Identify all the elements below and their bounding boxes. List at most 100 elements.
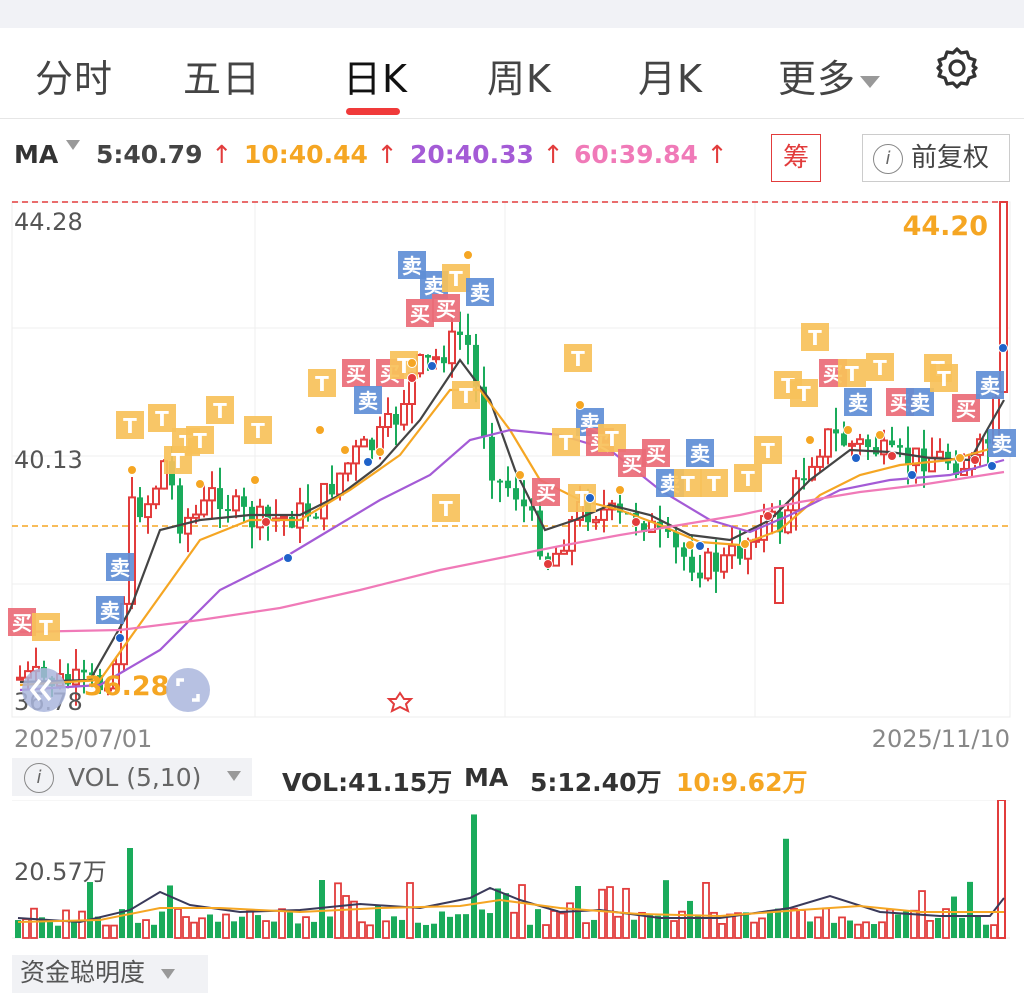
t-tag: T bbox=[564, 344, 592, 372]
volume-bar bbox=[207, 914, 213, 938]
volume-bar bbox=[871, 924, 877, 938]
candle-body bbox=[232, 495, 240, 512]
volume-bar bbox=[391, 916, 397, 938]
signal-dot bbox=[907, 470, 917, 480]
volume-selector-label[interactable]: VOL (5,10) bbox=[68, 763, 202, 792]
t-tag: T bbox=[244, 416, 272, 444]
volume-ma-lines-group bbox=[17, 886, 1005, 924]
ma5-line bbox=[19, 358, 1005, 684]
candle-body bbox=[241, 496, 247, 507]
chip-distribution-button[interactable]: 筹 bbox=[771, 134, 821, 182]
svg-text:T: T bbox=[213, 399, 227, 423]
tab-month-k[interactable]: 月K bbox=[638, 57, 703, 101]
star-icon[interactable] bbox=[386, 691, 414, 713]
volume-bar bbox=[15, 920, 21, 938]
chevron-down-icon bbox=[66, 140, 81, 150]
volume-bar bbox=[582, 922, 590, 939]
volume-bars-group bbox=[15, 800, 1006, 939]
double-chevron-left-icon[interactable] bbox=[22, 668, 66, 712]
candle-body bbox=[184, 516, 192, 535]
volume-bar bbox=[758, 917, 766, 939]
candle-body bbox=[352, 445, 360, 465]
candle-body bbox=[568, 519, 576, 552]
volume-chart[interactable]: 20.57万 bbox=[0, 800, 1024, 942]
tab-week-k[interactable]: 周K bbox=[487, 57, 552, 101]
svg-text:T: T bbox=[459, 384, 473, 408]
signal-dot bbox=[695, 541, 705, 551]
volume-bar bbox=[495, 888, 501, 938]
tab-day-k[interactable]: 日K bbox=[343, 57, 408, 101]
volume-ma10-line bbox=[17, 898, 1004, 923]
gear-icon[interactable] bbox=[934, 45, 980, 91]
volume-bar bbox=[734, 912, 742, 939]
tab-minute[interactable]: 分时 bbox=[35, 57, 114, 101]
volume-axis-label: 20.57万 bbox=[14, 858, 107, 886]
svg-text:T: T bbox=[449, 267, 463, 291]
candle-body bbox=[441, 357, 447, 364]
candle-body bbox=[560, 549, 568, 555]
volume-bar bbox=[142, 919, 150, 939]
candle-body bbox=[448, 330, 456, 365]
candle-body bbox=[600, 508, 608, 521]
volume-bar bbox=[926, 919, 934, 939]
bottom-indicator-selector[interactable]: 资金聪明度 bbox=[12, 955, 208, 993]
candle-body bbox=[432, 356, 440, 361]
volume-bar bbox=[62, 909, 70, 939]
t-tag: T bbox=[206, 396, 234, 424]
svg-text:T: T bbox=[575, 487, 589, 511]
volume-bar bbox=[822, 907, 830, 939]
svg-text:T: T bbox=[123, 414, 137, 438]
t-tag: T bbox=[754, 436, 782, 464]
ma10-text: 10:40.44 bbox=[244, 140, 368, 169]
tab-five-day[interactable]: 五日 bbox=[183, 57, 262, 101]
candle-body-last bbox=[999, 201, 1008, 393]
signal-dot bbox=[575, 400, 585, 410]
volume-bar bbox=[30, 907, 38, 939]
candlestick-chart[interactable]: TTTTTTT卖卖买TT买买T卖卖卖T卖买买TTT卖T买T买买卖卖TTTT买TT… bbox=[0, 190, 1024, 755]
candle-body bbox=[537, 510, 543, 557]
tab-more[interactable]: 更多 bbox=[778, 48, 881, 103]
svg-text:卖: 卖 bbox=[110, 556, 130, 580]
svg-text:T: T bbox=[251, 419, 265, 443]
volume-bar bbox=[358, 921, 366, 939]
signal-dot bbox=[843, 425, 853, 435]
svg-text:T: T bbox=[39, 616, 53, 640]
candle-body bbox=[505, 480, 511, 489]
candle-body bbox=[384, 413, 392, 429]
candle-body bbox=[65, 674, 71, 685]
candle-body bbox=[289, 516, 295, 528]
volume-bar bbox=[255, 915, 261, 938]
expand-icon[interactable] bbox=[166, 668, 210, 712]
info-icon: i bbox=[24, 763, 54, 793]
candle-body bbox=[889, 440, 895, 446]
volume-bar bbox=[431, 923, 437, 938]
adjustment-selector[interactable]: i 前复权 bbox=[862, 134, 1010, 182]
t-tag: T bbox=[148, 404, 176, 432]
signal-dot bbox=[283, 553, 293, 563]
period-tabs: 分时 五日 日K 周K 月K 更多 bbox=[0, 28, 1024, 118]
ma5-text: 5:40.79 bbox=[96, 140, 203, 169]
volume-bar bbox=[558, 912, 566, 939]
ma60-value: 60:39.84 ↑ bbox=[574, 140, 728, 169]
chevron-down-icon bbox=[860, 75, 881, 88]
candle-body bbox=[16, 676, 24, 681]
volume-bar bbox=[327, 916, 333, 938]
volume-bar bbox=[518, 884, 526, 939]
volume-bar bbox=[710, 911, 718, 939]
volume-bar bbox=[447, 916, 453, 938]
buy-tag: 买 bbox=[952, 394, 980, 422]
svg-text:买: 买 bbox=[410, 302, 430, 326]
svg-text:卖: 卖 bbox=[980, 374, 1000, 398]
volume-bar bbox=[159, 911, 165, 938]
volume-bar bbox=[535, 909, 541, 938]
signal-dot bbox=[805, 435, 815, 445]
svg-text:买: 买 bbox=[646, 442, 666, 466]
ma-selector[interactable]: MA bbox=[14, 140, 81, 169]
sell-tag: 卖 bbox=[106, 553, 134, 581]
volume-bar bbox=[542, 924, 550, 939]
signal-dot bbox=[543, 559, 553, 569]
svg-text:买: 买 bbox=[536, 481, 556, 505]
ma60-line bbox=[19, 470, 1005, 634]
volume-bar bbox=[463, 914, 469, 938]
max-price-marker: 44.20 bbox=[903, 211, 988, 242]
